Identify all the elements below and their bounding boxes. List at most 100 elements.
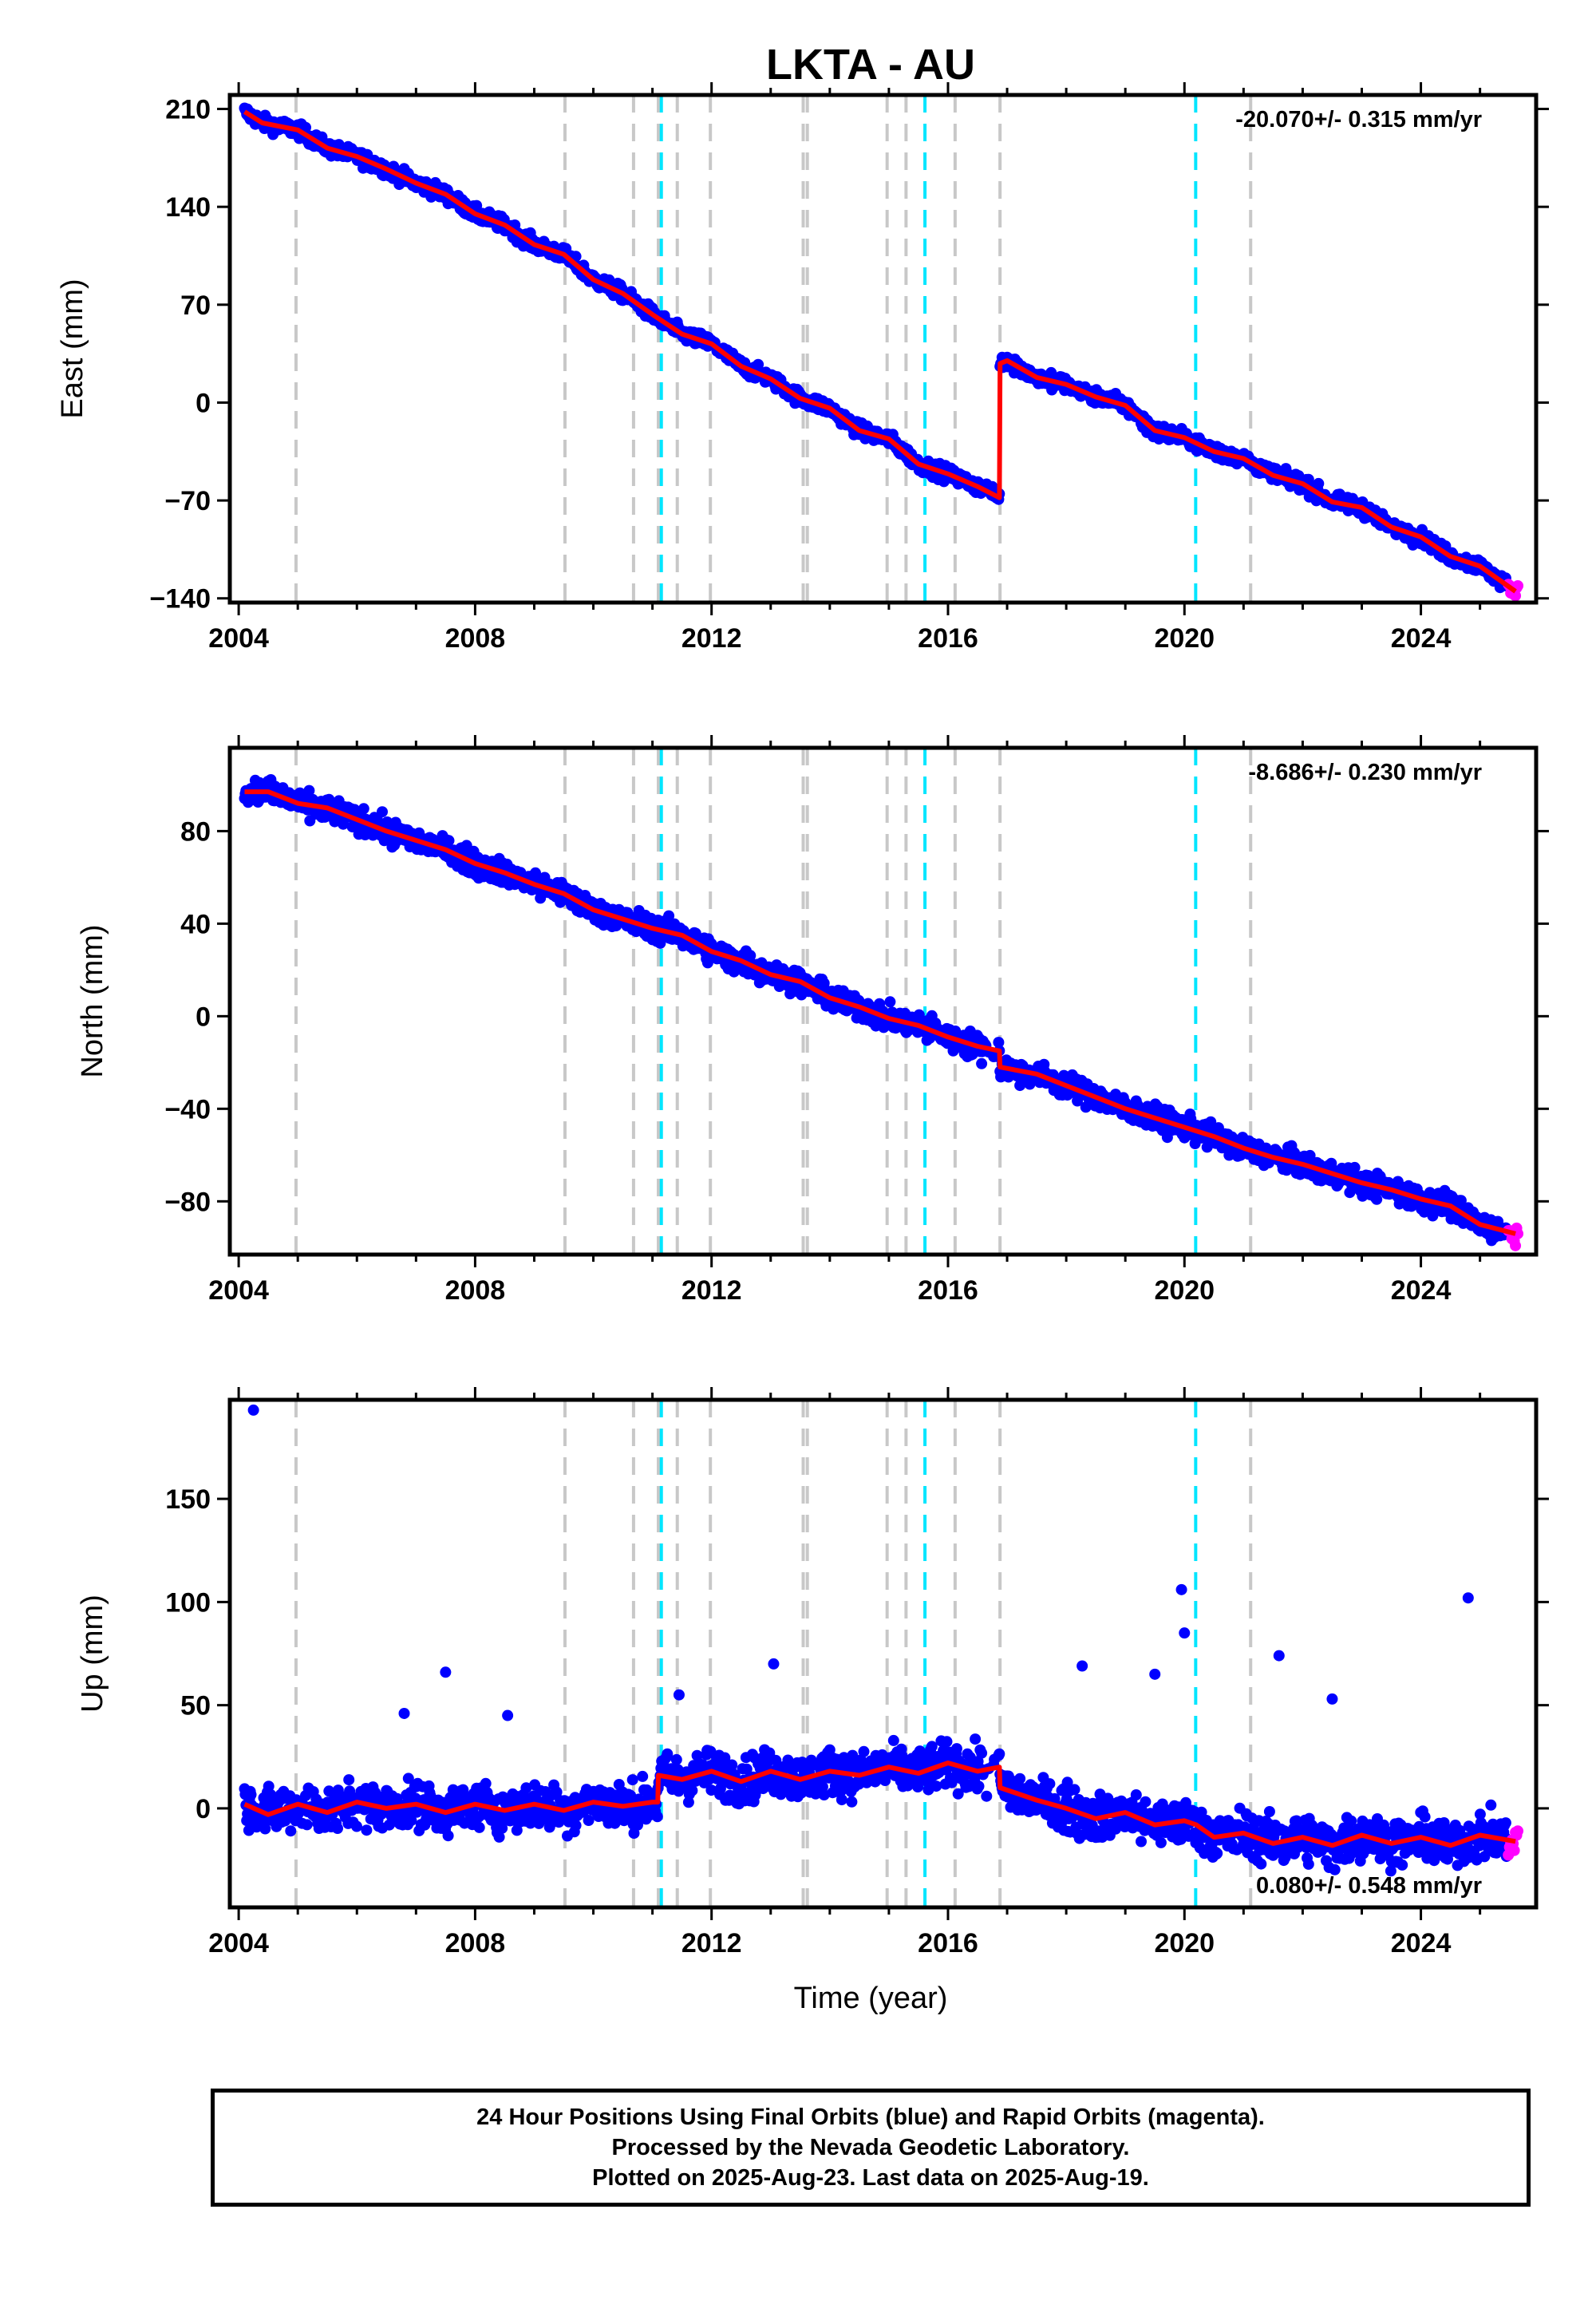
plot-frame [227,93,1539,605]
position-point [952,1788,964,1800]
plot-area [239,95,1524,603]
position-point [973,1780,985,1792]
position-point [285,1825,297,1837]
x-tick-label: 2020 [1154,623,1215,654]
x-tick-label: 2016 [918,1275,978,1306]
x-tick-label: 2012 [681,623,742,654]
position-point [520,1782,532,1794]
position-point [836,1794,847,1806]
position-point [361,1824,373,1836]
position-point [259,1823,271,1835]
position-point [583,1815,595,1826]
position-point [818,1789,830,1800]
x-tick-label: 2008 [445,1275,506,1306]
y-tick-label: 0 [196,388,211,418]
plot-area [239,748,1524,1255]
position-point [1014,1773,1026,1784]
y-tick-label: 210 [165,95,211,125]
position-point [686,1784,698,1796]
position-point [343,1774,355,1786]
y-tick-label: 140 [165,192,211,223]
y-tick-label: −80 [164,1187,211,1217]
position-point [351,1820,362,1832]
position-point [994,1748,1005,1760]
plot-frame [227,745,1539,1257]
y-tick-label: −140 [149,584,211,615]
x-tick-label: 2020 [1154,1275,1215,1306]
position-point [719,1752,731,1764]
x-tick-label: 2016 [918,623,978,654]
position-point [637,1770,649,1782]
position-point [930,1780,942,1792]
position-point [402,1773,414,1784]
position-point [551,1786,563,1798]
position-point [824,1744,836,1756]
chart-title: LKTA - AU [766,41,975,89]
y-axis-label: North (mm) [76,924,109,1077]
x-tick-label: 2008 [445,623,506,654]
position-point [858,1745,870,1757]
position-point [480,1777,492,1789]
position-point [1044,1778,1056,1790]
position-point [993,1037,1005,1049]
x-tick-label: 2012 [681,1275,742,1306]
y-tick-label: 80 [180,816,211,847]
position-point [473,1821,485,1833]
position-point [263,1780,275,1792]
position-point [1349,1161,1361,1173]
rapid-position-point [1510,1239,1522,1251]
position-point [846,1796,858,1808]
x-tick-label: 2024 [1391,623,1452,654]
model-fit-line [243,109,1517,594]
position-point [884,996,896,1008]
y-tick-label: −40 [164,1094,211,1124]
position-point [887,1734,899,1746]
position-point [670,1753,682,1765]
position-point [1061,1777,1073,1788]
position-point [245,1788,257,1800]
x-tick-label: 2004 [208,623,269,654]
position-point [796,1787,808,1799]
position-point [377,806,388,818]
position-point [976,1057,988,1069]
position-point [301,1819,313,1831]
position-point [770,1754,782,1766]
y-axis-label: East (mm) [56,279,89,418]
position-point [1371,1193,1383,1205]
position-point [941,1736,953,1748]
position-point [810,1788,822,1800]
position-point [511,1824,523,1836]
position-point [970,1733,982,1745]
rapid-position-point [1512,1227,1524,1239]
position-point [926,1741,938,1753]
position-point [705,1784,717,1796]
position-point [358,803,369,815]
position-point [976,1747,988,1759]
position-point [570,1820,582,1832]
x-tick-label: 2024 [1391,1275,1452,1306]
position-point [651,1811,663,1823]
position-point [726,1759,738,1771]
position-point [662,1748,674,1760]
position-point [915,1749,927,1761]
position-point [303,785,315,796]
y-tick-label: 70 [180,290,211,321]
y-tick-label: −70 [164,486,211,516]
plot-area [239,1400,1524,1907]
velocity-rate-label: -8.686+/- 0.230 mm/yr [1248,760,1482,785]
position-point [1455,1195,1467,1207]
y-tick-label: 40 [180,909,211,939]
position-point [1313,477,1325,489]
position-point [912,1781,924,1792]
position-point [981,1790,993,1802]
position-point [745,950,757,962]
position-point [493,1831,505,1843]
position-point [332,1823,343,1834]
position-point [383,1819,395,1831]
position-point [950,1743,962,1755]
position-point [443,835,455,847]
position-point [496,1822,508,1834]
panel-east: 2004 2008 2012 2016 2020 2024 210 140 70 0 −70 −140… [56,82,1549,654]
